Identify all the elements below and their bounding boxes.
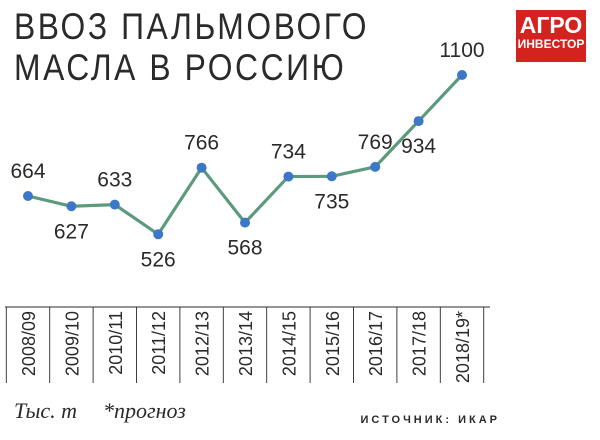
data-point [23, 191, 33, 201]
data-label: 766 [184, 132, 219, 155]
chart-title-line1: ВВОЗ ПАЛЬМОВОГО [14, 6, 370, 47]
x-tick-label: 2017/18 [410, 311, 430, 376]
data-label: 769 [358, 131, 393, 154]
logo-line2: ИНВЕСТОР [517, 37, 585, 51]
data-point [153, 229, 164, 240]
data-label: 526 [141, 248, 176, 271]
chart-title: ВВОЗ ПАЛЬМОВОГО МАСЛА В РОССИЮ [14, 6, 392, 88]
data-point [66, 201, 77, 212]
data-point [283, 171, 294, 182]
logo-line1: АГРО [519, 12, 583, 38]
data-label: 735 [314, 190, 349, 213]
x-tick-label: 2011/12 [149, 311, 169, 375]
data-label: 568 [227, 237, 262, 260]
source-label: ИСТОЧНИК: ИКАР [360, 414, 500, 426]
x-tick-label: 2013/14 [236, 311, 256, 376]
x-tick-label: 2014/15 [279, 311, 299, 376]
data-label: 1100 [439, 39, 484, 62]
data-point [370, 161, 381, 172]
data-point [457, 70, 467, 80]
x-tick-label: 2009/10 [62, 311, 82, 376]
units-label: Тыс. т [14, 398, 77, 423]
x-tick-label: 2015/16 [323, 311, 343, 376]
chart-footer-notes: Тыс. т *прогноз [14, 398, 186, 424]
data-point [109, 199, 120, 210]
x-tick-label: 2010/11 [106, 311, 126, 375]
data-label: 664 [10, 160, 45, 183]
data-point [240, 217, 250, 228]
x-tick-label: 2016/17 [366, 311, 386, 376]
data-label: 633 [97, 169, 132, 192]
series-line [27, 73, 464, 236]
chart-title-line2: МАСЛА В РОССИЮ [14, 47, 347, 88]
agroinvestor-logo: АГРО ИНВЕСТОР [516, 10, 586, 62]
data-point [326, 171, 337, 182]
data-label: 734 [271, 141, 306, 164]
data-point [413, 116, 424, 127]
forecast-note: *прогноз [103, 398, 186, 423]
x-tick-label: 2012/13 [193, 311, 213, 376]
data-label: 627 [54, 220, 89, 243]
x-tick-label: 2018/19* [453, 311, 473, 383]
data-point [196, 162, 207, 173]
x-tick-label: 2008/09 [19, 311, 39, 376]
data-label: 934 [401, 135, 436, 158]
